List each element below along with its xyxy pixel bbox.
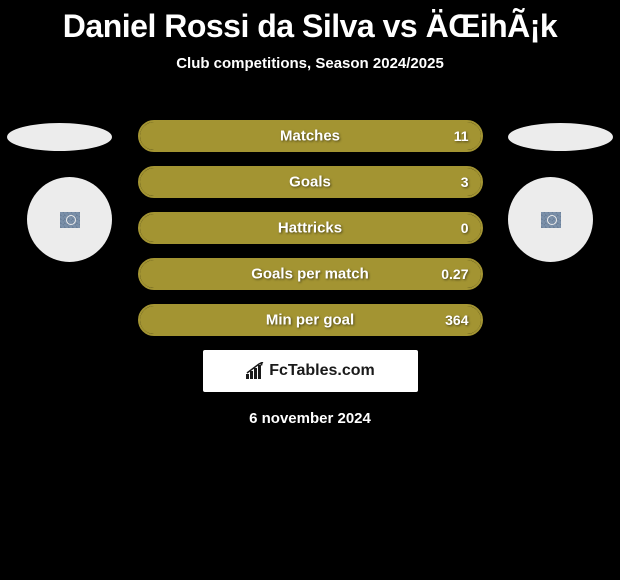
footer-logo[interactable]: FcTables.com: [203, 350, 418, 392]
stat-row-matches: Matches 11: [138, 120, 483, 152]
page-subtitle: Club competitions, Season 2024/2025: [0, 55, 620, 72]
team-badge-left: [27, 177, 112, 262]
stat-value: 364: [445, 312, 468, 328]
page-title: Daniel Rossi da Silva vs ÄŒihÃ¡k: [0, 0, 620, 45]
stat-value: 0.27: [441, 266, 468, 282]
stat-label: Min per goal: [266, 312, 354, 329]
stat-value: 0: [461, 220, 469, 236]
chart-icon: [245, 362, 265, 385]
stat-label: Goals per match: [251, 266, 369, 283]
content-area: Matches 11 Goals 3 Hattricks 0 Goals per…: [0, 120, 620, 427]
stat-row-min-per-goal: Min per goal 364: [138, 304, 483, 336]
decoration-ellipse-right: [508, 123, 613, 151]
footer-date: 6 november 2024: [0, 410, 620, 427]
stat-row-goals: Goals 3: [138, 166, 483, 198]
stat-label: Goals: [289, 174, 331, 191]
team-badge-right: [508, 177, 593, 262]
stat-row-hattricks: Hattricks 0: [138, 212, 483, 244]
stat-value: 11: [454, 128, 469, 144]
stat-label: Hattricks: [278, 220, 342, 237]
stat-label: Matches: [280, 128, 340, 145]
placeholder-icon: [60, 212, 80, 228]
placeholder-icon: [541, 212, 561, 228]
stat-row-goals-per-match: Goals per match 0.27: [138, 258, 483, 290]
decoration-ellipse-left: [7, 123, 112, 151]
logo-text: FcTables.com: [269, 362, 375, 380]
stats-container: Matches 11 Goals 3 Hattricks 0 Goals per…: [138, 120, 483, 336]
stat-value: 3: [461, 174, 469, 190]
